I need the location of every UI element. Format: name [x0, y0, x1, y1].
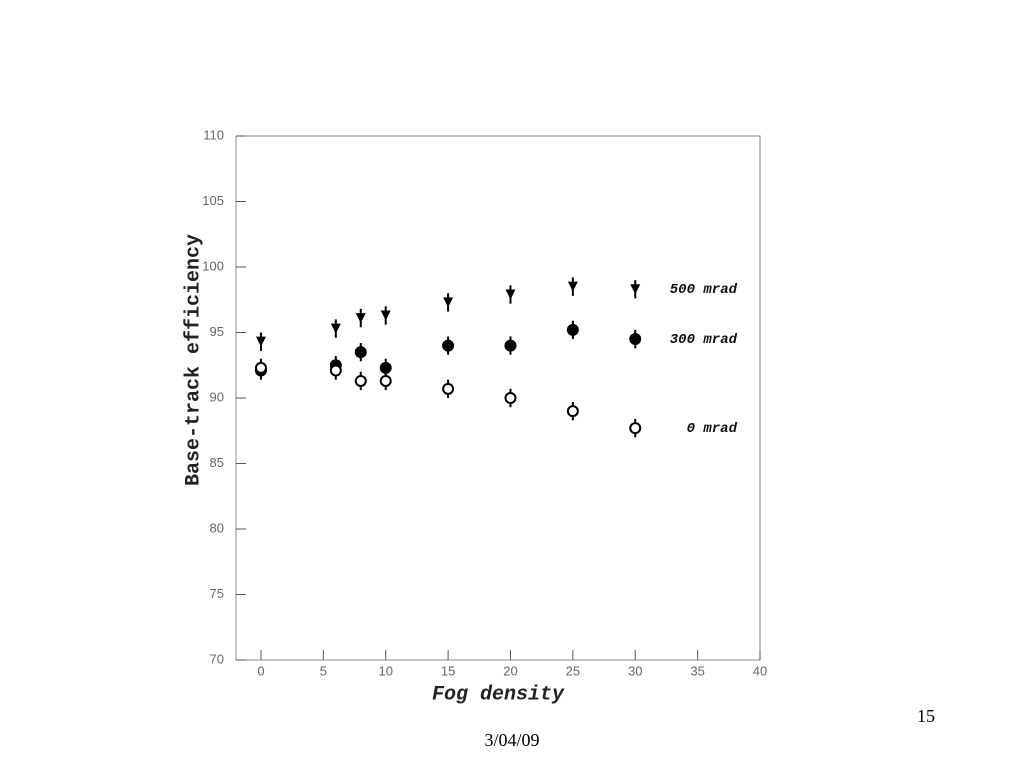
point: [629, 422, 642, 435]
x-tick-label: 10: [378, 663, 392, 678]
plot-frame: [235, 135, 761, 661]
x-tick-label: 25: [566, 663, 580, 678]
y-tick-label: 90: [210, 389, 224, 404]
series-label: 300 mrad: [670, 332, 738, 348]
series-label: 500 mrad: [670, 282, 738, 298]
x-tick-label: 40: [753, 663, 767, 678]
point: [443, 297, 454, 308]
x-tick-label: 20: [503, 663, 517, 678]
y-tick-label: 80: [210, 520, 224, 535]
point: [255, 336, 266, 347]
point: [566, 405, 579, 418]
x-tick-label: 5: [320, 663, 327, 678]
point: [380, 310, 391, 321]
y-tick-label: 70: [210, 651, 224, 666]
y-axis-label: Base-track efficiency: [182, 234, 205, 486]
point: [567, 281, 578, 292]
point: [442, 382, 455, 395]
point: [379, 374, 392, 387]
x-tick-label: 30: [628, 663, 642, 678]
page-number: 15: [917, 706, 935, 726]
x-tick-label: 35: [690, 663, 704, 678]
y-tick-label: 110: [203, 127, 224, 142]
point: [630, 284, 641, 295]
point: [379, 361, 392, 374]
point: [629, 333, 642, 346]
point: [354, 374, 367, 387]
y-tick-label: 95: [210, 324, 224, 339]
point: [442, 339, 455, 352]
point: [355, 313, 366, 324]
point: [566, 323, 579, 336]
x-axis-label: Fog density: [432, 683, 565, 706]
point: [329, 364, 342, 377]
y-tick-label: 75: [210, 586, 224, 601]
point: [354, 346, 367, 359]
footer-date: 3/04/09: [484, 730, 539, 750]
y-tick-label: 100: [202, 258, 224, 273]
point: [504, 392, 517, 404]
point: [330, 323, 341, 334]
x-tick-label: 0: [257, 663, 264, 678]
series-label: 0 mrad: [687, 421, 738, 437]
y-tick-label: 105: [202, 193, 224, 208]
x-tick-label: 15: [441, 663, 455, 678]
point: [505, 289, 516, 300]
y-tick-label: 85: [210, 455, 224, 470]
point: [504, 339, 517, 352]
point: [254, 361, 267, 374]
